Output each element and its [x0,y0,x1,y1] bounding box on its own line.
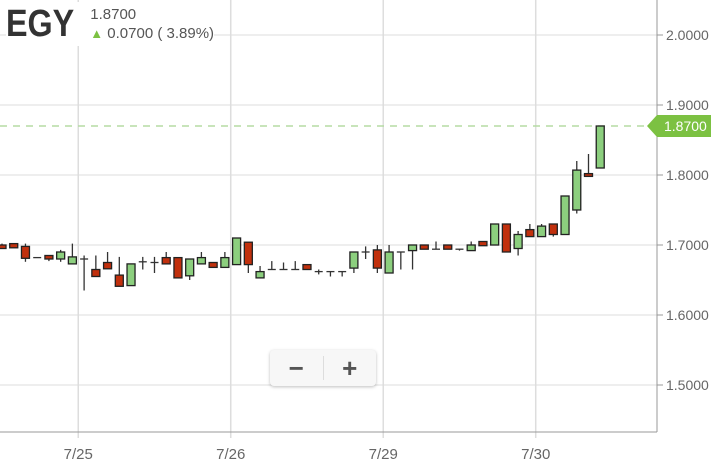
candle-body [478,240,488,247]
y-tick-label: 1.5000 [666,377,709,393]
y-tick-label: 1.8000 [666,167,709,183]
candle-body [255,270,265,279]
candle-body [208,261,218,269]
ticker-symbol: EGY [6,3,75,45]
x-tick-label: 7/25 [64,446,93,463]
candle-body [9,242,19,249]
candle-body [490,223,500,246]
candle-body [220,256,230,269]
candle-body [443,244,453,250]
candle-body [91,268,101,278]
last-price-tag [647,115,711,137]
candle-body [173,256,183,279]
price-change: 0.0700 ( 3.89%) [107,25,215,42]
zoom-out-button[interactable]: − [270,350,323,386]
candle-body [525,228,535,238]
divider [322,356,324,380]
candle-body [302,263,312,271]
quote-header: EGY 1.8700 ▲ 0.0700 ( 3.89%) [6,2,215,46]
candle-body [56,251,66,260]
arrow-up-icon: ▲ [90,26,104,41]
candle-body [372,249,383,269]
candle-body [583,172,594,178]
candle-body [0,244,7,250]
candle-body [102,261,113,270]
candle-body [384,251,394,274]
candle-body [595,125,605,169]
candle-body [20,245,31,259]
candle-body [44,254,54,260]
candle-body [349,251,359,269]
candle-body [548,223,558,236]
candle-body [185,258,195,277]
last-price-label: 1.8700 [664,118,707,134]
y-tick-label: 2.0000 [666,27,709,43]
zoom-control: − + [270,350,376,386]
y-tick-label: 1.7000 [666,237,709,253]
y-tick-label: 1.9000 [666,97,709,113]
candle-body [161,256,171,265]
candle-body [67,256,78,265]
candle-body [513,233,523,250]
candle-body [126,263,136,287]
candle-body [231,237,242,266]
x-tick-label: 7/30 [521,446,550,463]
zoom-in-button[interactable]: + [324,350,377,386]
candle-body [466,244,476,252]
candle-body [243,241,253,266]
last-price: 1.8700 [90,6,137,23]
candle-body [196,256,207,265]
candle-body [114,274,124,287]
x-tick-label: 7/29 [369,446,398,463]
candle-body [536,225,547,238]
x-tick-label: 7/26 [216,446,245,463]
candle-body [419,244,429,250]
candle-body [572,169,582,211]
y-tick-label: 1.6000 [666,307,709,323]
candle-body [501,223,512,253]
candle-body [560,195,570,236]
candle-body [407,244,418,252]
